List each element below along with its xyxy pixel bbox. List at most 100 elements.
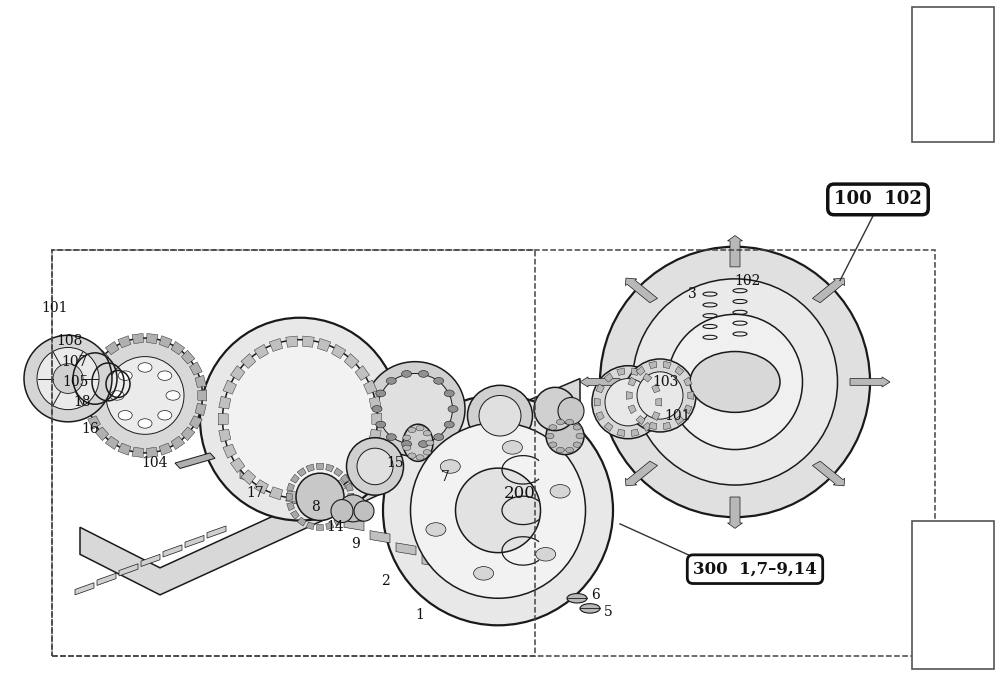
Ellipse shape (456, 468, 540, 553)
Polygon shape (254, 344, 268, 358)
Polygon shape (287, 502, 294, 510)
Text: 101: 101 (665, 409, 691, 422)
Polygon shape (636, 366, 645, 375)
Polygon shape (617, 368, 625, 375)
Ellipse shape (567, 594, 587, 603)
Polygon shape (190, 362, 202, 375)
Polygon shape (332, 344, 346, 358)
Ellipse shape (546, 417, 584, 455)
Circle shape (448, 406, 458, 412)
Polygon shape (306, 464, 314, 472)
Circle shape (158, 410, 172, 420)
Polygon shape (318, 506, 338, 518)
Ellipse shape (468, 385, 532, 446)
Text: 15: 15 (386, 456, 404, 470)
Circle shape (550, 485, 570, 498)
Polygon shape (346, 483, 353, 491)
Polygon shape (75, 583, 94, 595)
Ellipse shape (53, 364, 83, 393)
Polygon shape (266, 482, 286, 494)
Polygon shape (316, 525, 324, 530)
Polygon shape (628, 405, 636, 414)
Circle shape (416, 455, 424, 460)
Polygon shape (290, 475, 299, 483)
Circle shape (110, 391, 124, 400)
Ellipse shape (24, 335, 112, 422)
Ellipse shape (378, 373, 452, 445)
Circle shape (138, 418, 152, 428)
Polygon shape (80, 379, 580, 595)
Text: 8: 8 (311, 500, 319, 514)
Circle shape (536, 548, 556, 561)
Polygon shape (132, 333, 143, 343)
Text: 105: 105 (62, 375, 88, 389)
Polygon shape (181, 427, 195, 441)
Polygon shape (675, 416, 684, 425)
Polygon shape (675, 366, 684, 375)
Circle shape (444, 390, 454, 397)
Polygon shape (105, 341, 119, 355)
Polygon shape (663, 361, 671, 368)
FancyArrow shape (625, 278, 658, 303)
FancyArrow shape (728, 497, 742, 529)
Ellipse shape (222, 339, 378, 499)
Ellipse shape (558, 397, 584, 425)
Polygon shape (181, 350, 195, 364)
Circle shape (408, 453, 416, 458)
Polygon shape (175, 453, 215, 468)
Bar (912, 521, 994, 669)
Polygon shape (422, 555, 442, 567)
Polygon shape (396, 543, 416, 555)
Text: 7: 7 (441, 470, 449, 483)
Circle shape (403, 435, 411, 440)
Circle shape (386, 377, 396, 384)
Polygon shape (198, 390, 207, 401)
Polygon shape (316, 464, 324, 469)
Polygon shape (631, 429, 639, 437)
Text: 14: 14 (326, 521, 344, 534)
Ellipse shape (411, 422, 586, 598)
Polygon shape (207, 526, 226, 538)
Circle shape (549, 442, 557, 448)
FancyArrow shape (812, 278, 845, 303)
Polygon shape (369, 429, 381, 442)
Polygon shape (83, 390, 92, 401)
Text: 102: 102 (735, 274, 761, 287)
Polygon shape (218, 413, 228, 425)
Polygon shape (604, 422, 613, 431)
Polygon shape (84, 375, 95, 387)
Bar (912, 7, 994, 142)
Polygon shape (344, 354, 359, 368)
Polygon shape (195, 404, 206, 416)
Polygon shape (95, 350, 109, 364)
Circle shape (556, 419, 564, 425)
Circle shape (546, 433, 554, 439)
Polygon shape (688, 391, 694, 400)
Ellipse shape (200, 318, 400, 521)
Polygon shape (95, 427, 109, 441)
Polygon shape (240, 470, 260, 482)
Polygon shape (649, 422, 657, 430)
Circle shape (403, 445, 411, 451)
Circle shape (408, 427, 416, 433)
Polygon shape (297, 468, 306, 477)
Circle shape (386, 434, 396, 441)
Polygon shape (286, 491, 298, 502)
Text: 108: 108 (57, 335, 83, 348)
Text: 100  102: 100 102 (834, 191, 922, 208)
Circle shape (166, 391, 180, 400)
Polygon shape (147, 448, 158, 458)
Circle shape (376, 390, 386, 397)
Polygon shape (344, 518, 364, 531)
Polygon shape (617, 429, 625, 437)
Circle shape (690, 352, 780, 412)
Circle shape (118, 371, 132, 381)
Ellipse shape (592, 366, 664, 439)
Ellipse shape (624, 359, 696, 432)
Polygon shape (346, 502, 353, 510)
Polygon shape (292, 494, 312, 506)
Polygon shape (326, 464, 334, 472)
Text: 5: 5 (604, 605, 612, 619)
Polygon shape (317, 487, 331, 500)
Circle shape (502, 441, 522, 454)
